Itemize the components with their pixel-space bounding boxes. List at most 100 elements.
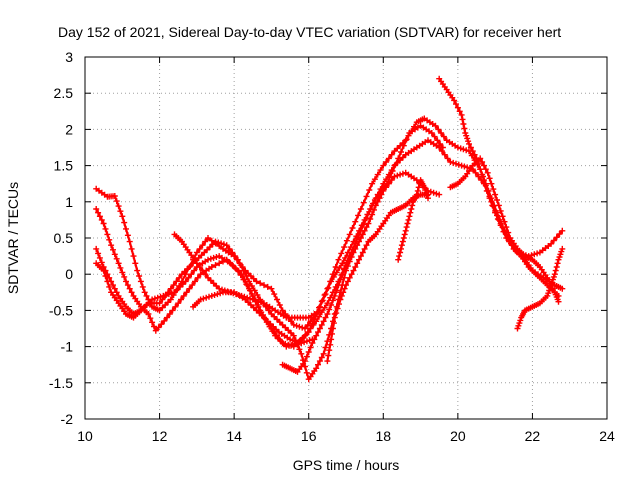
data-point <box>193 260 200 267</box>
y-tick-label: 0 <box>65 266 73 282</box>
data-point <box>361 227 368 234</box>
data-point <box>471 151 478 158</box>
data-point <box>104 278 111 285</box>
data-point <box>482 166 489 173</box>
data-point <box>183 289 190 296</box>
data-point <box>391 173 398 180</box>
data-point <box>329 330 335 337</box>
y-tick-label: -1 <box>61 339 74 355</box>
data-point <box>307 344 314 351</box>
data-point <box>499 213 506 220</box>
y-tick-label: -1.5 <box>49 375 73 391</box>
data-point <box>296 323 303 330</box>
data-point <box>136 273 143 279</box>
data-point <box>128 289 135 296</box>
data-point <box>93 245 100 252</box>
data-point <box>185 274 192 281</box>
data-point <box>551 271 558 278</box>
series-track-8 <box>324 191 431 365</box>
data-point <box>249 296 256 303</box>
data-point <box>316 358 323 365</box>
data-point <box>553 234 560 241</box>
data-point <box>350 249 357 256</box>
data-point <box>336 301 342 308</box>
data-point <box>173 278 180 285</box>
data-point <box>389 168 396 174</box>
x-tick-label: 20 <box>450 428 466 444</box>
data-point <box>553 264 560 270</box>
data-point <box>357 235 364 241</box>
data-point <box>467 144 474 151</box>
data-point <box>113 198 120 205</box>
data-point <box>315 329 321 336</box>
data-point <box>304 321 311 328</box>
data-point <box>318 321 325 328</box>
data-point <box>365 220 372 227</box>
data-point <box>170 282 177 289</box>
data-point <box>298 340 305 346</box>
data-point <box>339 271 346 278</box>
data-point <box>279 307 286 314</box>
data-point <box>403 224 410 231</box>
data-point <box>324 311 331 317</box>
data-point <box>415 184 422 191</box>
data-point <box>371 176 378 183</box>
data-point <box>205 256 211 263</box>
data-point <box>464 164 471 171</box>
data-point <box>481 162 487 169</box>
data-point <box>302 325 308 332</box>
x-tick-label: 24 <box>599 428 615 444</box>
data-point <box>241 276 248 283</box>
y-tick-label: 0.5 <box>54 230 74 246</box>
data-point <box>392 161 399 168</box>
data-point <box>461 125 468 132</box>
data-point <box>316 313 322 320</box>
data-point <box>252 297 259 304</box>
data-point <box>328 302 335 308</box>
data-point <box>305 329 312 336</box>
data-point <box>165 299 171 306</box>
data-point <box>488 180 495 187</box>
series-track-12 <box>514 245 566 332</box>
data-point <box>441 151 448 158</box>
data-point <box>316 307 323 314</box>
data-point <box>492 207 499 214</box>
data-point <box>517 317 524 324</box>
x-axis-label: GPS time / hours <box>293 457 400 473</box>
data-point <box>490 203 497 210</box>
data-point <box>479 171 486 178</box>
data-point <box>346 274 353 281</box>
data-point <box>124 232 131 239</box>
data-point <box>194 274 201 281</box>
data-point <box>95 209 102 216</box>
data-point <box>395 155 402 162</box>
data-point <box>188 271 195 278</box>
data-point <box>386 174 393 181</box>
data-point <box>216 260 223 267</box>
data-point <box>341 285 348 292</box>
data-point <box>495 216 502 223</box>
data-point <box>433 190 440 197</box>
data-point <box>332 264 339 270</box>
data-point <box>430 189 437 196</box>
data-point <box>488 198 495 205</box>
data-point <box>370 200 376 207</box>
data-point <box>202 238 209 245</box>
data-point <box>460 146 467 153</box>
data-point <box>207 277 214 284</box>
data-point <box>100 220 107 227</box>
data-point <box>400 142 407 149</box>
data-point <box>147 315 154 322</box>
data-point <box>210 254 217 261</box>
data-point <box>439 148 445 155</box>
data-point <box>286 342 293 349</box>
data-point <box>167 285 174 292</box>
data-point <box>311 316 318 323</box>
data-point <box>208 292 215 299</box>
data-point <box>434 137 441 144</box>
data-point <box>407 209 414 216</box>
data-point <box>196 245 203 252</box>
data-point <box>490 186 497 193</box>
data-point <box>327 341 334 348</box>
data-point <box>145 311 152 317</box>
